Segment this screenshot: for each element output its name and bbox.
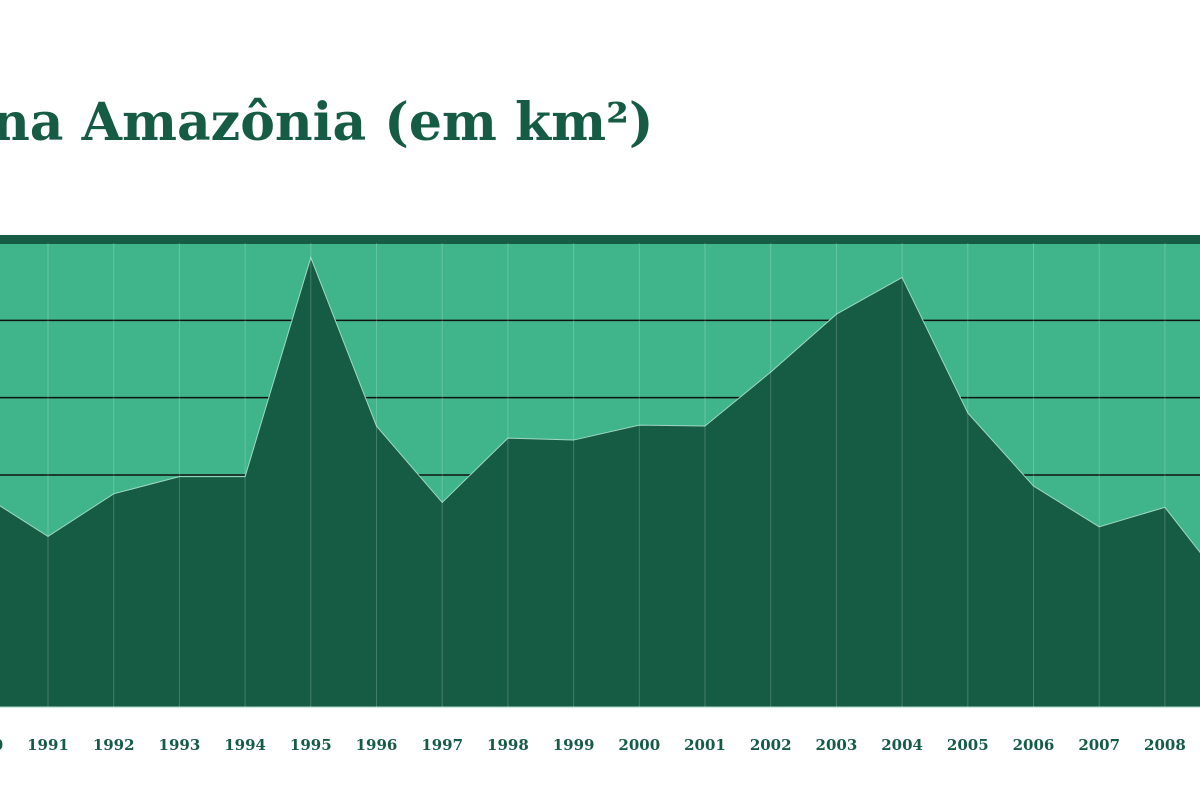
x-tick-label: 2001 (684, 736, 726, 754)
x-tick-label: 2002 (750, 736, 792, 754)
x-tick-label: 2006 (1013, 736, 1055, 754)
x-tick-label: 1998 (487, 736, 529, 754)
x-tick-label: 1993 (159, 736, 201, 754)
top-band (0, 235, 1200, 244)
area (0, 256, 1200, 708)
x-tick-label: 2008 (1144, 736, 1186, 754)
x-tick-label: 1991 (27, 736, 69, 754)
x-tick-label: 2005 (947, 736, 989, 754)
x-tick-label: 1996 (356, 736, 398, 754)
x-tick-label: 1994 (224, 736, 266, 754)
x-tick-label: 2000 (618, 736, 660, 754)
x-tick-label: 1992 (93, 736, 135, 754)
x-tick-label: 1997 (421, 736, 463, 754)
chart-title: na Amazônia (em km²) (0, 92, 653, 153)
x-tick-label: 2003 (816, 736, 858, 754)
x-tick-label: 2007 (1078, 736, 1120, 754)
x-tick-label: 1999 (553, 736, 595, 754)
x-tick-label: 1995 (290, 736, 332, 754)
x-tick-label: 2004 (881, 736, 923, 754)
x-tick-label: 1990 (0, 736, 3, 754)
